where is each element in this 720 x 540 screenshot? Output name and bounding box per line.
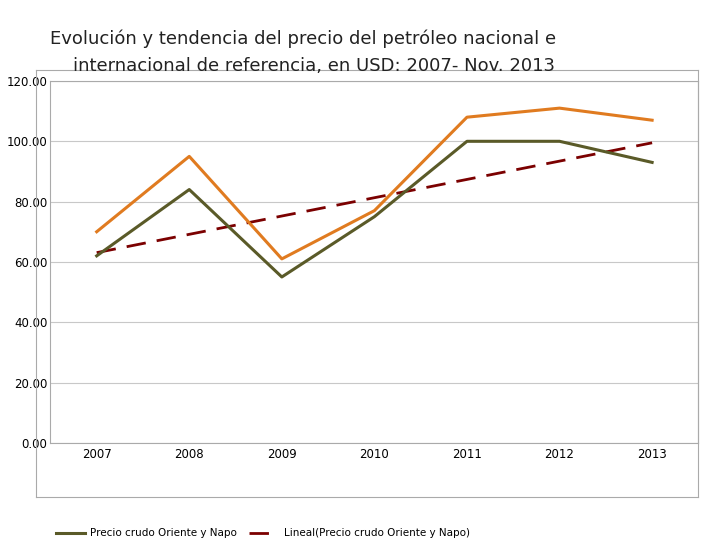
Legend: Precio crudo Oriente y Napo, Cesta referencial OPEP, Lineal(Precio crudo Oriente: Precio crudo Oriente y Napo, Cesta refer…: [55, 528, 469, 540]
Text: internacional de referencia, en USD: 2007- Nov. 2013: internacional de referencia, en USD: 200…: [50, 57, 555, 75]
Text: Evolución y tendencia del precio del petróleo nacional e: Evolución y tendencia del precio del pet…: [50, 30, 557, 48]
